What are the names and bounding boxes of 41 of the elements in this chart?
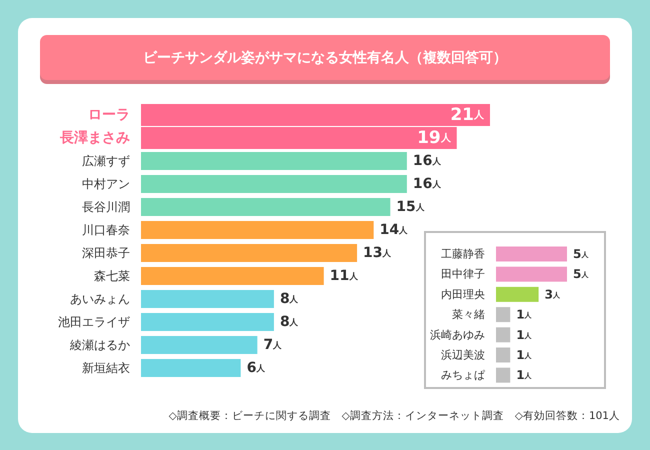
y-tick-label: あいみょん [70,292,130,306]
y-tick-label: 長谷川潤 [82,200,130,214]
data-label: 8人 [280,314,299,330]
y-tick-label: 内田理央 [441,288,485,301]
data-label: 15人 [396,199,425,215]
y-tick-label: みちょぱ [441,368,485,382]
data-label: 13人 [363,245,392,261]
y-tick-label: 浜辺美波 [441,348,485,362]
chart-title: ビーチサンダル姿がサマになる女性有名人（複数回答可） [143,49,507,66]
y-tick-label: 長澤まさみ [59,130,130,146]
bar [141,267,324,285]
bar [141,221,374,239]
bar [141,313,274,331]
y-tick-label: 工藤静香 [441,248,485,260]
text: ◇調査概要：ビーチに関する調査 ◇調査方法：インターネット調査 ◇有効回答数：101人 [168,409,620,422]
y-tick-label: 綾瀬はるか [69,338,130,352]
data-label: 14人 [380,222,408,238]
y-tick-label: 菜々緒 [452,308,485,322]
y-tick-label: 広瀬すず [82,154,130,168]
data-label: 16人 [412,153,442,169]
y-tick-label: 浜崎あゆみ [430,328,485,342]
data-label: 7人 [263,337,282,353]
bar [141,175,407,193]
y-tick-label: 新垣結衣 [82,361,130,375]
y-tick-label: 田中律子 [441,268,485,281]
data-label: 16人 [412,176,442,192]
y-tick-label: 川口春奈 [82,223,130,237]
data-label: 6人 [246,360,266,376]
bar [141,290,274,308]
y-tick-label: 森七菜 [94,269,130,283]
bar [141,336,258,354]
y-tick-label: ローラ [88,107,130,123]
y-tick-label: 中村アン [82,177,130,191]
y-tick-label: 深田恭子 [82,246,130,260]
data-label: 11人 [330,268,358,284]
bar [141,359,241,377]
bar [141,152,407,170]
bar [141,198,390,216]
data-label: 8人 [280,291,299,307]
bar [141,244,358,262]
y-tick-label: 池田エライザ [58,315,130,329]
